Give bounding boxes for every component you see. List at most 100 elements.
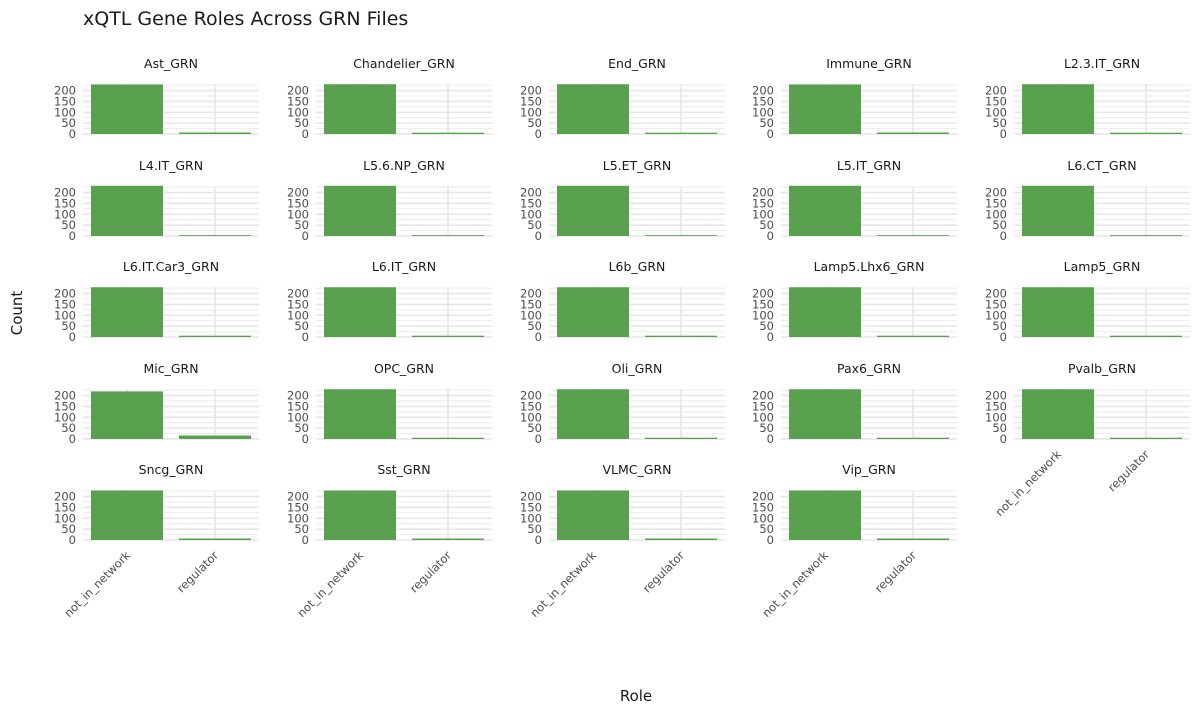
- y-tick-label: 50: [992, 116, 1007, 130]
- bar-not-in-network: [557, 185, 629, 236]
- panel-title: End_GRN: [608, 56, 666, 71]
- bar-regulator: [1110, 335, 1182, 337]
- x-tick-label: not_in_network: [759, 548, 831, 620]
- y-tick-label: 0: [767, 127, 774, 141]
- y-tick-label: 150: [752, 399, 774, 413]
- x-tick-label: regulator: [174, 548, 221, 595]
- x-tick-label: not_in_network: [61, 548, 133, 620]
- panel-title: Oli_GRN: [612, 361, 663, 376]
- y-tick-label: 0: [767, 330, 774, 344]
- y-tick-label: 150: [287, 500, 309, 514]
- y-tick-label: 0: [767, 229, 774, 243]
- bar-not-in-network: [91, 490, 163, 540]
- y-tick-label: 0: [1000, 229, 1007, 243]
- y-tick-label: 200: [520, 287, 542, 301]
- y-tick-label: 0: [535, 330, 542, 344]
- y-tick-label: 100: [54, 105, 76, 119]
- y-tick-label: 50: [61, 421, 76, 435]
- y-tick-label: 50: [759, 116, 774, 130]
- bar-regulator: [179, 235, 251, 236]
- chart-title: xQTL Gene Roles Across GRN Files: [83, 8, 408, 30]
- panel-title: L4.IT_GRN: [139, 158, 203, 173]
- panel-title: Sncg_GRN: [139, 462, 204, 477]
- y-tick-label: 200: [287, 389, 309, 403]
- panel-title: Lamp5.Lhx6_GRN: [814, 259, 925, 274]
- y-tick-label: 0: [535, 127, 542, 141]
- bar-regulator: [645, 132, 717, 134]
- y-tick-label: 50: [294, 522, 309, 536]
- bar-regulator: [1110, 132, 1182, 134]
- y-tick-label: 0: [535, 229, 542, 243]
- y-tick-label: 100: [54, 511, 76, 525]
- y-tick-label: 150: [752, 297, 774, 311]
- y-tick-label: 0: [302, 533, 309, 547]
- y-tick-label: 200: [520, 389, 542, 403]
- y-tick-label: 100: [752, 511, 774, 525]
- y-tick-label: 0: [535, 432, 542, 446]
- y-tick-label: 50: [61, 218, 76, 232]
- panel-grid: 050100150200Ast_GRN050100150200Chandelie…: [54, 56, 1190, 620]
- y-tick-label: 100: [287, 308, 309, 322]
- bar-regulator: [179, 335, 251, 337]
- y-tick-label: 50: [61, 319, 76, 333]
- y-tick-label: 150: [520, 399, 542, 413]
- bar-regulator: [412, 132, 484, 134]
- y-tick-label: 100: [985, 105, 1007, 119]
- y-tick-label: 50: [527, 319, 542, 333]
- bar-not-in-network: [557, 389, 629, 439]
- panel-title: L5.IT_GRN: [837, 158, 901, 173]
- bar-not-in-network: [324, 287, 396, 337]
- bar-not-in-network: [557, 287, 629, 337]
- panel-title: Pax6_GRN: [837, 361, 901, 376]
- panel-title: L6.CT_GRN: [1067, 158, 1136, 173]
- y-tick-label: 100: [752, 207, 774, 221]
- y-tick-label: 50: [294, 116, 309, 130]
- y-tick-label: 200: [752, 389, 774, 403]
- y-tick-label: 150: [752, 500, 774, 514]
- y-tick-label: 200: [54, 84, 76, 98]
- bar-not-in-network: [91, 391, 163, 439]
- x-axis-title: Role: [620, 687, 652, 705]
- y-tick-label: 100: [752, 308, 774, 322]
- bar-regulator: [179, 538, 251, 540]
- y-tick-label: 150: [54, 94, 76, 108]
- y-tick-label: 150: [985, 297, 1007, 311]
- bar-not-in-network: [789, 389, 861, 439]
- bar-not-in-network: [557, 490, 629, 540]
- y-tick-label: 50: [992, 421, 1007, 435]
- y-tick-label: 0: [302, 127, 309, 141]
- y-tick-label: 0: [69, 533, 76, 547]
- y-tick-label: 50: [61, 116, 76, 130]
- y-tick-label: 200: [54, 389, 76, 403]
- bar-not-in-network: [91, 287, 163, 337]
- bar-regulator: [645, 235, 717, 236]
- y-tick-label: 150: [520, 196, 542, 210]
- y-tick-label: 150: [752, 94, 774, 108]
- y-tick-label: 100: [520, 511, 542, 525]
- y-tick-label: 100: [287, 511, 309, 525]
- y-tick-label: 100: [287, 105, 309, 119]
- y-tick-label: 200: [520, 84, 542, 98]
- panel-title: L6.IT.Car3_GRN: [123, 259, 219, 274]
- panel-title: L5.ET_GRN: [603, 158, 671, 173]
- y-tick-label: 150: [54, 399, 76, 413]
- y-tick-label: 50: [294, 421, 309, 435]
- bar-regulator: [877, 235, 949, 236]
- y-tick-label: 200: [985, 84, 1007, 98]
- y-tick-label: 100: [985, 207, 1007, 221]
- panel-title: OPC_GRN: [374, 361, 434, 376]
- y-tick-label: 100: [520, 207, 542, 221]
- y-tick-label: 50: [992, 218, 1007, 232]
- y-tick-label: 0: [69, 229, 76, 243]
